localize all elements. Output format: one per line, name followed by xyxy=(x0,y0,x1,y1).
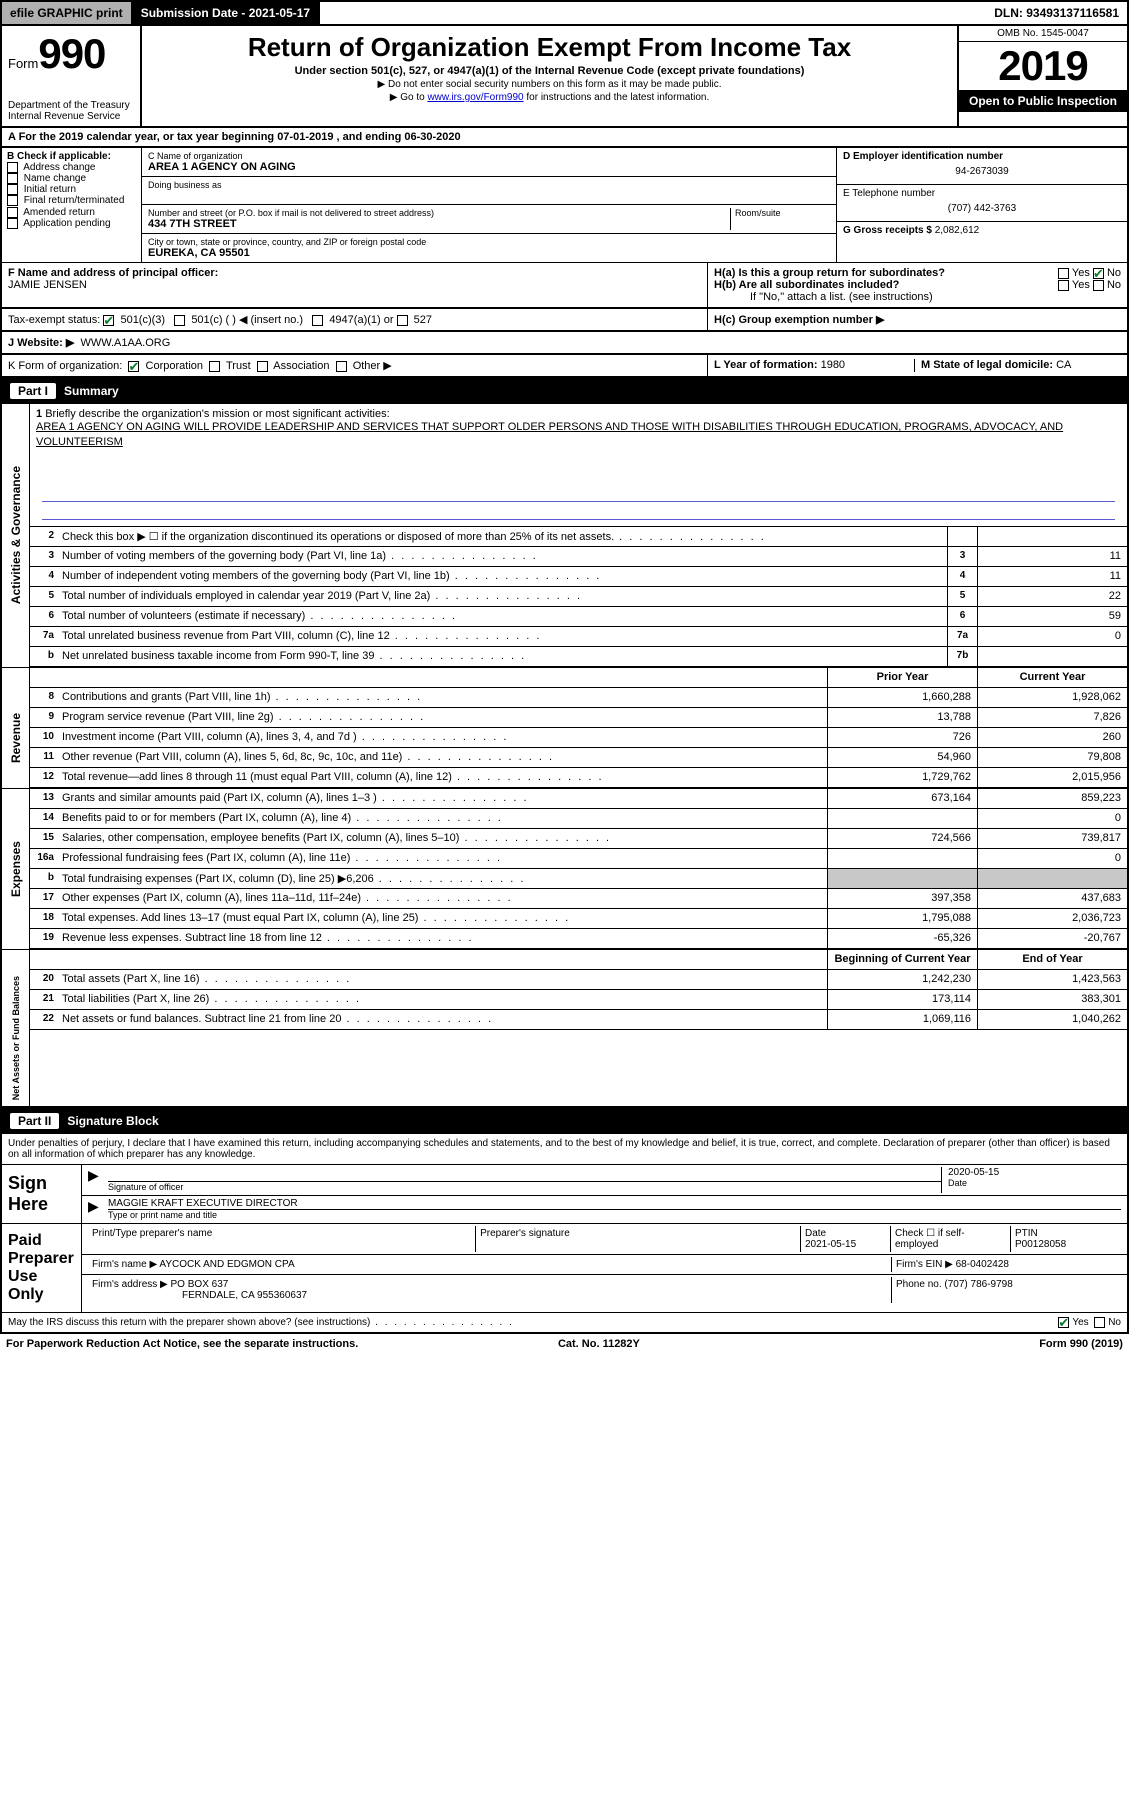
dln-label: DLN: 93493137116581 xyxy=(986,2,1127,24)
dept-label: Department of the Treasury Internal Reve… xyxy=(8,100,134,122)
checkbox-option[interactable]: Name change xyxy=(7,173,136,184)
org-city: EUREKA, CA 95501 xyxy=(148,247,830,259)
col-current-year: Current Year xyxy=(977,668,1127,687)
table-row: 8Contributions and grants (Part VIII, li… xyxy=(30,688,1127,708)
table-row: 14Benefits paid to or for members (Part … xyxy=(30,809,1127,829)
form-note2: ▶ Go to www.irs.gov/Form990 for instruct… xyxy=(152,92,947,103)
paid-preparer-label: Paid Preparer Use Only xyxy=(2,1224,82,1312)
table-row: 4Number of independent voting members of… xyxy=(30,567,1127,587)
checkbox-option[interactable]: Initial return xyxy=(7,184,136,195)
vlabel-revenue: Revenue xyxy=(7,707,25,769)
checkbox-option[interactable]: Amended return xyxy=(7,207,136,218)
gross-receipts: 2,082,612 xyxy=(935,225,980,236)
table-row: 11Other revenue (Part VIII, column (A), … xyxy=(30,748,1127,768)
box-b: B Check if applicable: Address change Na… xyxy=(2,148,142,262)
checkbox-option[interactable]: Application pending xyxy=(7,218,136,229)
table-row: 22Net assets or fund balances. Subtract … xyxy=(30,1010,1127,1030)
vlabel-governance: Activities & Governance xyxy=(7,460,25,610)
sign-here-label: Sign Here xyxy=(2,1165,82,1223)
part1-header: Part ISummary xyxy=(0,378,1129,404)
table-row: 9Program service revenue (Part VIII, lin… xyxy=(30,708,1127,728)
efile-button[interactable]: efile GRAPHIC print xyxy=(2,2,131,24)
table-row: 7aTotal unrelated business revenue from … xyxy=(30,627,1127,647)
open-public-badge: Open to Public Inspection xyxy=(959,90,1127,112)
part2-header: Part IISignature Block xyxy=(0,1108,1129,1134)
table-row: 6Total number of volunteers (estimate if… xyxy=(30,607,1127,627)
table-row: 19Revenue less expenses. Subtract line 1… xyxy=(30,929,1127,949)
ptin-value: P00128058 xyxy=(1015,1239,1066,1250)
line-a: A For the 2019 calendar year, or tax yea… xyxy=(0,128,1129,148)
checkbox-option[interactable]: Address change xyxy=(7,162,136,173)
mission-text: AREA 1 AGENCY ON AGING WILL PROVIDE LEAD… xyxy=(36,420,1121,484)
table-row: bNet unrelated business taxable income f… xyxy=(30,647,1127,667)
table-row: bTotal fundraising expenses (Part IX, co… xyxy=(30,869,1127,889)
org-address: 434 7TH STREET xyxy=(148,218,730,230)
checkbox-option[interactable]: Final return/terminated xyxy=(7,195,136,206)
website-value: WWW.A1AA.ORG xyxy=(80,337,170,349)
irs-link[interactable]: www.irs.gov/Form990 xyxy=(427,92,523,103)
table-row: 20Total assets (Part X, line 16)1,242,23… xyxy=(30,970,1127,990)
officer-name: JAMIE JENSEN xyxy=(8,279,87,291)
omb-number: OMB No. 1545-0047 xyxy=(959,26,1127,42)
form-note1: ▶ Do not enter social security numbers o… xyxy=(152,79,947,90)
table-row: 3Number of voting members of the governi… xyxy=(30,547,1127,567)
top-bar: efile GRAPHIC print Submission Date - 20… xyxy=(0,0,1129,26)
vlabel-expenses: Expenses xyxy=(7,835,25,903)
phone-value: (707) 442-3763 xyxy=(843,199,1121,218)
form-number: Form990 xyxy=(8,30,134,78)
table-row: 21Total liabilities (Part X, line 26)173… xyxy=(30,990,1127,1010)
discuss-question: May the IRS discuss this return with the… xyxy=(8,1317,514,1328)
table-row: 12Total revenue—add lines 8 through 11 (… xyxy=(30,768,1127,788)
table-row: 13Grants and similar amounts paid (Part … xyxy=(30,789,1127,809)
org-name: AREA 1 AGENCY ON AGING xyxy=(148,161,830,173)
table-row: 18Total expenses. Add lines 13–17 (must … xyxy=(30,909,1127,929)
table-row: 10Investment income (Part VIII, column (… xyxy=(30,728,1127,748)
form-title: Return of Organization Exempt From Incom… xyxy=(152,32,947,63)
col-prior-year: Prior Year xyxy=(827,668,977,687)
ein-value: 94-2673039 xyxy=(843,162,1121,181)
sig-declaration: Under penalties of perjury, I declare th… xyxy=(2,1134,1127,1165)
table-row: 5Total number of individuals employed in… xyxy=(30,587,1127,607)
officer-printed-name: MAGGIE KRAFT EXECUTIVE DIRECTOR xyxy=(108,1198,298,1209)
table-row: 15Salaries, other compensation, employee… xyxy=(30,829,1127,849)
form-header: Form990 Department of the Treasury Inter… xyxy=(0,26,1129,128)
table-row: 2Check this box ▶ ☐ if the organization … xyxy=(30,527,1127,547)
submission-date: Submission Date - 2021-05-17 xyxy=(131,2,320,24)
tax-year: 2019 xyxy=(959,42,1127,90)
footer: For Paperwork Reduction Act Notice, see … xyxy=(0,1334,1129,1354)
table-row: 16aProfessional fundraising fees (Part I… xyxy=(30,849,1127,869)
form-subtitle: Under section 501(c), 527, or 4947(a)(1)… xyxy=(152,65,947,77)
firm-name: AYCOCK AND EDGMON CPA xyxy=(159,1259,294,1270)
vlabel-netassets: Net Assets or Fund Balances xyxy=(9,970,23,1106)
table-row: 17Other expenses (Part IX, column (A), l… xyxy=(30,889,1127,909)
